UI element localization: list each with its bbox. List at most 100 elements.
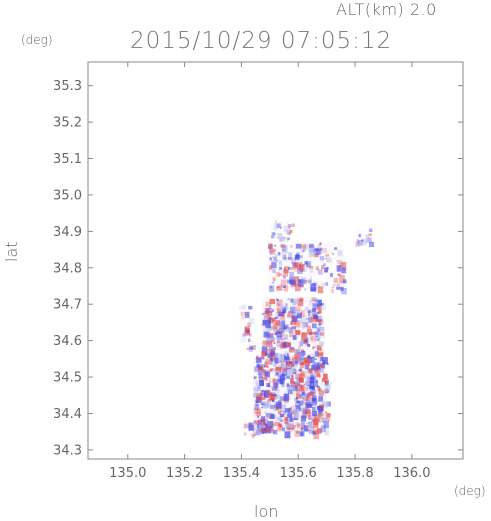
field-cell	[318, 396, 324, 402]
field-cell	[272, 277, 276, 281]
field-cell	[319, 341, 324, 347]
field-cell	[270, 368, 276, 372]
field-cell	[273, 223, 279, 231]
field-cell	[276, 286, 283, 291]
field-cell	[308, 404, 312, 407]
field-cell	[276, 271, 280, 277]
field-cell	[307, 310, 311, 313]
field-cell	[317, 385, 320, 388]
field-cell	[264, 423, 268, 428]
field-cell	[281, 399, 285, 402]
field-cell	[254, 403, 260, 411]
field-cell	[265, 301, 271, 307]
field-cell	[281, 383, 285, 388]
field-cell	[291, 405, 296, 410]
field-cell	[321, 282, 325, 287]
field-cell	[288, 327, 293, 333]
field-cell	[286, 426, 291, 430]
field-cell	[278, 328, 281, 332]
field-cell	[310, 335, 316, 343]
data-field	[238, 220, 375, 440]
field-cell	[295, 330, 301, 335]
field-cell	[256, 408, 261, 414]
field-cell	[323, 421, 329, 429]
field-cell	[319, 247, 323, 251]
field-cell	[273, 347, 276, 351]
field-cell	[285, 408, 291, 413]
field-cell	[283, 365, 287, 368]
field-cell	[314, 346, 316, 348]
field-cell	[253, 386, 257, 391]
field-cell	[276, 337, 283, 344]
field-cell	[261, 428, 266, 432]
field-cell	[255, 393, 261, 400]
field-cell	[366, 236, 370, 239]
field-cell	[259, 365, 264, 372]
field-cell	[267, 421, 273, 429]
field-cell	[307, 279, 312, 284]
field-cell	[272, 429, 278, 435]
field-cell	[276, 331, 283, 338]
field-cell	[295, 349, 300, 355]
field-cell	[281, 342, 286, 347]
field-cell	[257, 415, 260, 418]
field-cell	[300, 310, 305, 315]
field-cell	[276, 323, 282, 328]
field-cell	[255, 356, 259, 360]
field-cell	[275, 368, 278, 370]
field-cell	[317, 329, 320, 333]
x-axis-label: lon	[254, 502, 279, 521]
field-cell	[296, 312, 303, 319]
field-cell	[291, 312, 296, 316]
field-cell	[283, 269, 289, 277]
field-cell	[267, 340, 273, 348]
field-cell	[261, 323, 264, 326]
field-cell	[280, 243, 286, 248]
field-cell	[269, 354, 276, 360]
field-cell	[289, 271, 294, 278]
field-cell	[281, 313, 285, 317]
field-cell	[265, 413, 272, 418]
field-cell	[316, 373, 321, 378]
field-cell	[248, 317, 255, 325]
field-cell	[333, 278, 339, 283]
field-cell	[266, 348, 270, 352]
field-cell	[299, 431, 304, 437]
field-cell	[262, 319, 266, 324]
field-cell	[310, 336, 314, 341]
field-cell	[274, 403, 278, 408]
field-cell	[298, 400, 304, 406]
field-cell	[302, 411, 308, 419]
field-cell	[250, 432, 254, 437]
field-cell	[271, 414, 277, 419]
field-cell	[266, 412, 271, 419]
field-cell	[293, 298, 299, 305]
field-cell	[322, 378, 326, 381]
field-cell	[269, 265, 273, 270]
field-cell	[287, 237, 290, 241]
axis-ticks: 135.0 135.2 135.4 135.6 135.8 136.0 34.3 34.4 34…	[53, 62, 463, 481]
field-cell	[285, 361, 291, 367]
field-cell	[300, 421, 305, 427]
field-cell	[323, 373, 328, 379]
field-cell	[295, 413, 299, 419]
field-cell	[277, 379, 280, 383]
field-cell	[296, 379, 301, 383]
field-cell	[288, 252, 292, 258]
field-cell	[302, 250, 305, 252]
field-cell	[280, 380, 284, 385]
field-cell	[301, 385, 306, 392]
field-cell	[265, 310, 268, 314]
field-cell	[292, 223, 295, 227]
field-cell	[272, 322, 278, 330]
field-cell	[288, 310, 294, 318]
field-cell	[273, 364, 277, 367]
field-cell	[253, 377, 256, 380]
field-cell	[278, 328, 285, 333]
field-cell	[301, 307, 303, 310]
field-cell	[325, 257, 327, 260]
field-cell	[256, 394, 263, 402]
field-cell	[272, 385, 278, 390]
field-cell	[299, 354, 304, 361]
field-cell	[326, 257, 332, 263]
